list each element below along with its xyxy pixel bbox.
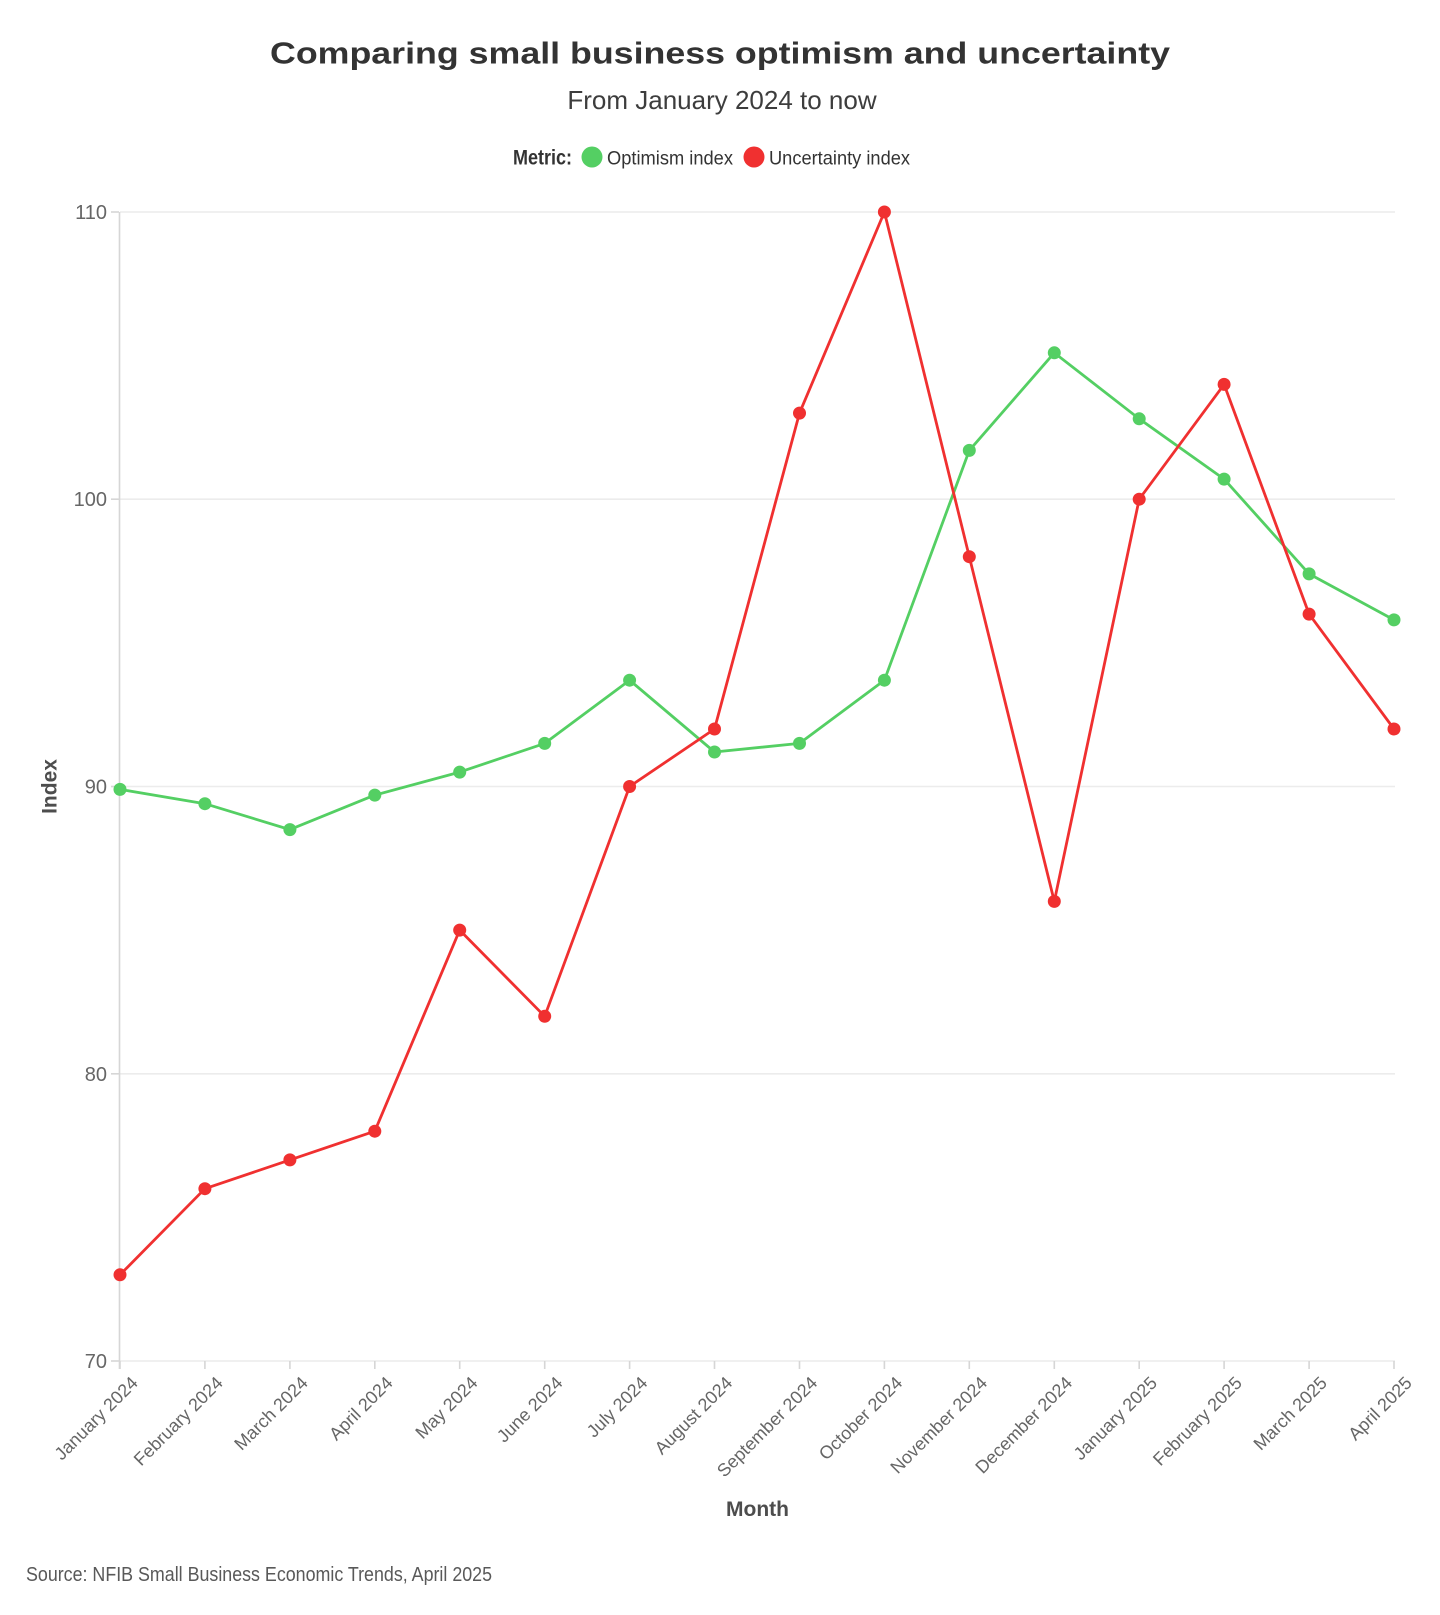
svg-text:90: 90 [85,777,107,799]
svg-text:Source: NFIB Small Business Ec: Source: NFIB Small Business Economic Tre… [26,1564,492,1586]
svg-text:Comparing small business optim: Comparing small business optimism and un… [270,36,1171,71]
svg-text:80: 80 [85,1064,107,1086]
svg-text:110: 110 [75,202,107,224]
svg-text:70: 70 [85,1351,107,1373]
svg-text:Index: Index [39,759,62,814]
svg-text:Month: Month [726,1498,789,1521]
svg-text:Uncertainty index: Uncertainty index [769,148,910,170]
svg-text:Optimism index: Optimism index [607,148,733,170]
svg-text:Metric:: Metric: [513,147,572,170]
svg-text:100: 100 [74,489,107,511]
svg-text:From January 2024 to now: From January 2024 to now [567,85,876,115]
